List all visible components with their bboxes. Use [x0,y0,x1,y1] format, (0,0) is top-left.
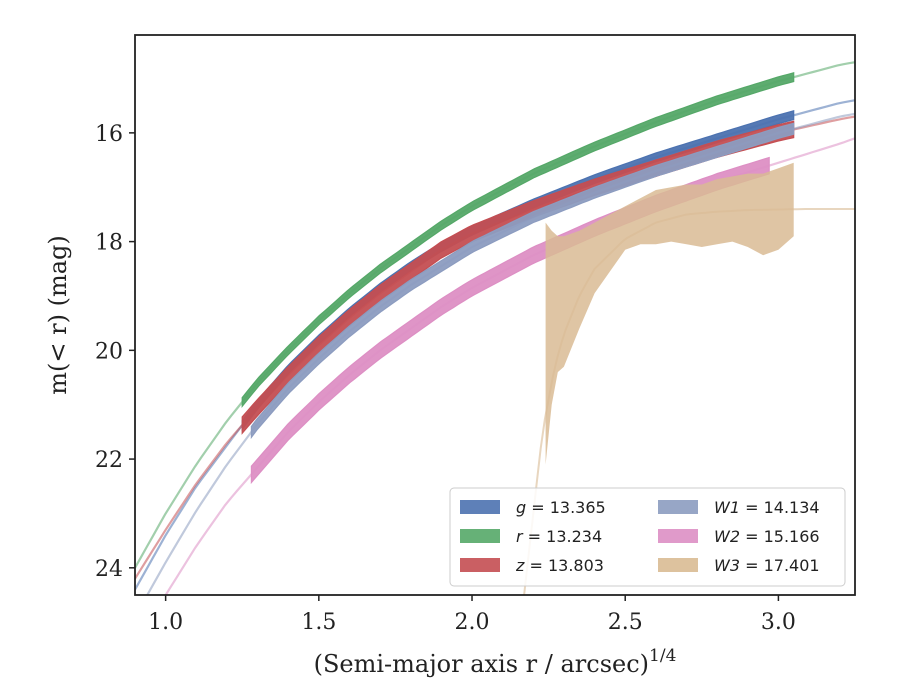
series-w3-uncertainty-band [545,162,794,465]
legend-entry-w2-swatch [658,529,698,543]
legend-entry-r-swatch [460,529,500,543]
y-tick-label: 20 [95,339,123,364]
y-tick-label: 18 [95,231,123,256]
series-w1 [146,112,855,595]
y-axis-label: m(< r) (mag) [44,235,72,394]
legend-entry-z-swatch [460,558,500,572]
legend-entry-z: z = 13.803 [460,556,604,575]
y-tick-label: 22 [95,448,123,473]
x-axis-label: (Semi-major axis r / arcsec)1/4 [314,646,677,678]
x-tick-label: 2.5 [608,610,643,635]
plot-area [135,61,855,595]
legend-entry-w2-label: W2 = 15.166 [714,527,820,546]
legend-entry-w3-label: W3 = 17.401 [714,556,820,575]
series-w3 [523,162,855,595]
legend-entry-w3: W3 = 17.401 [658,556,820,575]
tick-layer: 1.0 1.5 2.0 2.5 3.0 16 18 20 22 24 [95,122,796,635]
legend-entry-r-label: r = 13.234 [516,527,602,546]
legend-box [449,487,846,587]
x-axis-label-text: (Semi-major axis r / arcsec) [314,650,649,678]
legend: g = 13.365 r = 13.234 z = 13.803 W1 = 14.13… [449,487,846,587]
legend-entry-w1: W1 = 14.134 [658,498,820,517]
x-tick-label: 2.0 [455,610,490,635]
legend-entry-g-swatch [460,500,500,514]
axes-frame [134,34,856,596]
legend-entry-w3-swatch [658,558,698,572]
x-tick-label: 3.0 [761,610,796,635]
legend-entry-z-label: z = 13.803 [515,556,604,575]
x-axis-label-exponent: 1/4 [649,646,676,666]
legend-entry-r: r = 13.234 [460,527,602,546]
y-tick-label: 16 [95,122,123,147]
x-tick-label: 1.5 [301,610,336,635]
legend-entry-g-label: g = 13.365 [516,498,606,517]
series-r-measured-band [241,72,795,408]
legend-entry-w1-label: W1 = 14.134 [714,498,820,517]
legend-entry-w1-swatch [658,500,698,514]
series-w1-measured-band [250,122,795,440]
series-r [135,61,855,569]
series-z-measured-band [241,120,795,435]
legend-entry-g: g = 13.365 [460,498,606,517]
legend-entry-w2: W2 = 15.166 [658,527,820,546]
x-tick-label: 1.0 [148,610,183,635]
y-tick-label: 24 [95,557,123,582]
